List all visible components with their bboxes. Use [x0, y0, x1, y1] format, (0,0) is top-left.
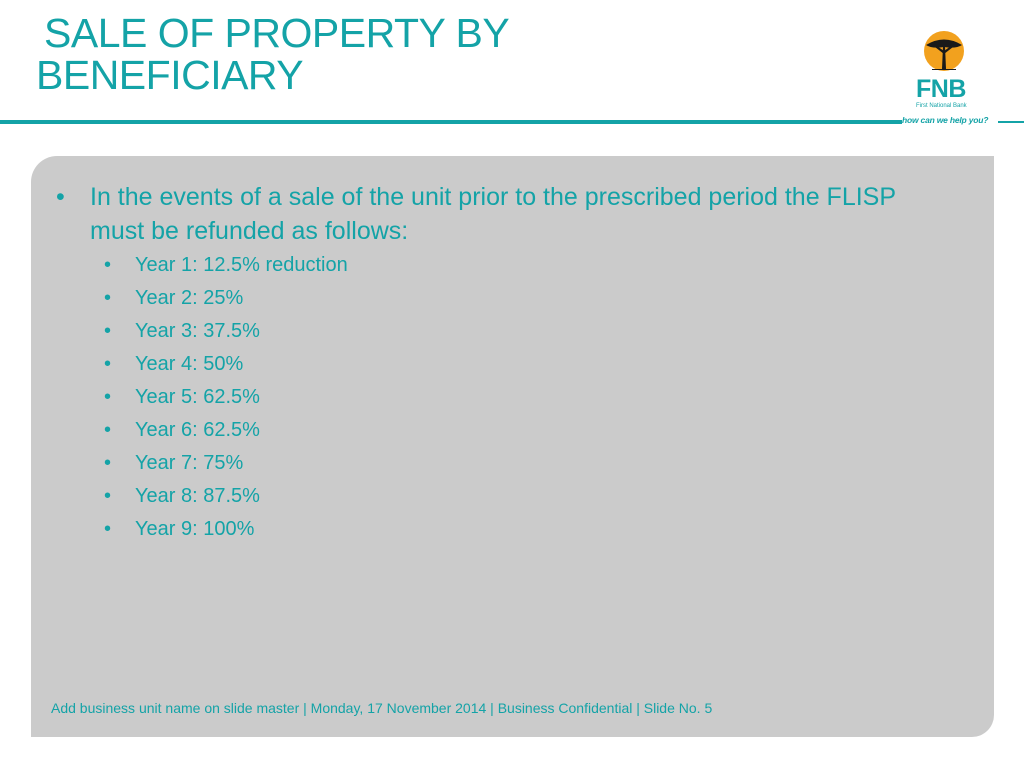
- list-item: Year 3: 37.5%: [90, 315, 951, 348]
- list-item: Year 2: 25%: [90, 282, 951, 315]
- refund-schedule-list: Year 1: 12.5% reduction Year 2: 25% Year…: [90, 249, 951, 546]
- list-item: Year 9: 100%: [90, 513, 951, 546]
- slide-title-line-2: BENEFICIARY: [36, 52, 304, 98]
- logo-name: FNB: [916, 75, 966, 103]
- logo-tagline: how can we help you?: [902, 115, 989, 125]
- main-bullet-text: In the events of a sale of the unit prio…: [90, 183, 896, 245]
- header-divider: [0, 120, 902, 124]
- list-item: Year 6: 62.5%: [90, 414, 951, 447]
- slide-footer: Add business unit name on slide master |…: [51, 700, 713, 716]
- list-item: Year 1: 12.5% reduction: [90, 249, 951, 282]
- main-bullet: In the events of a sale of the unit prio…: [51, 180, 951, 546]
- list-item: Year 5: 62.5%: [90, 381, 951, 414]
- list-item: Year 8: 87.5%: [90, 480, 951, 513]
- header-divider-tail: [998, 121, 1024, 123]
- list-item: Year 4: 50%: [90, 348, 951, 381]
- acacia-tree-icon: [924, 31, 964, 71]
- slide-title: SALE OF PROPERTY BY BENEFICIARY: [36, 10, 510, 98]
- bullet-list: In the events of a sale of the unit prio…: [51, 180, 951, 546]
- slide-title-line-1: SALE OF PROPERTY BY: [44, 10, 510, 56]
- logo-subtitle: First National Bank: [916, 103, 967, 109]
- content-panel: In the events of a sale of the unit prio…: [31, 156, 994, 737]
- fnb-logo: FNB First National Bank how can we help …: [902, 26, 1016, 134]
- list-item: Year 7: 75%: [90, 447, 951, 480]
